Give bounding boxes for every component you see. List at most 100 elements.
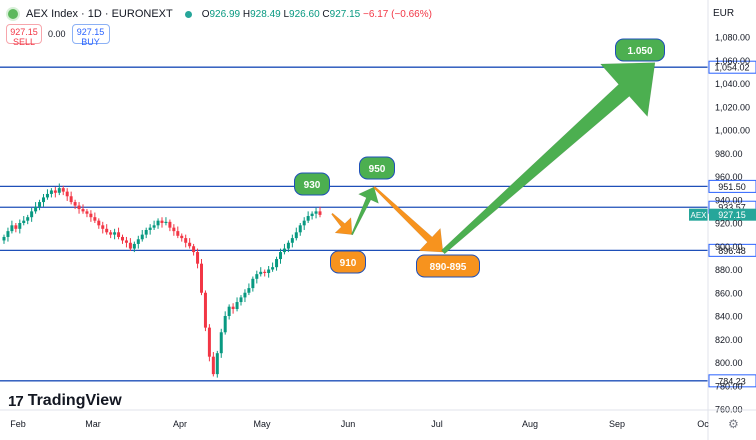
callouts: 930 910 950 890-895 1.050 bbox=[294, 38, 665, 278]
time-tick-label: Oc bbox=[697, 419, 709, 429]
candle-body bbox=[65, 191, 69, 197]
symbol-title[interactable]: AEX Index · 1D · EURONEXT bbox=[26, 8, 173, 20]
level-label: 896.48 bbox=[718, 246, 746, 256]
candle-body bbox=[26, 217, 30, 221]
callout-label: 890-895 bbox=[430, 262, 467, 273]
candle-body bbox=[101, 225, 105, 229]
callout-orange: 890-895 bbox=[416, 254, 480, 278]
candle-body bbox=[10, 225, 14, 232]
candle-body bbox=[38, 202, 42, 207]
candle-body bbox=[279, 252, 282, 260]
candle-body bbox=[231, 306, 235, 310]
projection-arrow bbox=[331, 212, 353, 235]
candle-body bbox=[219, 332, 223, 354]
buy-button[interactable]: 927.15 BUY bbox=[71, 24, 110, 47]
candle-body bbox=[302, 220, 306, 226]
price-tick-label: 980.00 bbox=[715, 149, 743, 159]
last-price-box bbox=[709, 208, 756, 221]
candle-body bbox=[117, 232, 121, 237]
price-tick-label: 1,040.00 bbox=[715, 79, 750, 89]
level-label-box bbox=[708, 60, 756, 74]
price-tick-label: 860.00 bbox=[715, 288, 743, 298]
candle-body bbox=[211, 356, 215, 375]
candle-body bbox=[89, 213, 93, 218]
candle-body bbox=[22, 220, 26, 223]
candle-body bbox=[128, 242, 132, 249]
last-price-label: 927.15 bbox=[718, 210, 746, 220]
price-tick-label: 840.00 bbox=[715, 312, 743, 322]
change-value: −6.17 (−0.66%) bbox=[363, 8, 432, 20]
candle-body bbox=[164, 221, 168, 223]
projection-arrow bbox=[372, 185, 444, 253]
callout-bubble bbox=[294, 172, 330, 196]
candle-body bbox=[109, 232, 113, 235]
candle-body bbox=[34, 206, 38, 212]
price-tick-label: 820.00 bbox=[715, 335, 743, 345]
candle-body bbox=[140, 234, 144, 240]
candle-body bbox=[152, 225, 156, 228]
candle-body bbox=[294, 232, 298, 239]
candle-body bbox=[251, 278, 255, 289]
price-tick-label: 780.00 bbox=[715, 381, 743, 391]
candle-body bbox=[6, 231, 10, 237]
candle-body bbox=[243, 292, 247, 298]
candle-body bbox=[306, 216, 310, 221]
candle-body bbox=[239, 297, 243, 303]
candle-body bbox=[176, 231, 180, 236]
candle-body bbox=[267, 269, 271, 273]
candle-body bbox=[314, 211, 318, 214]
time-axis: Feb Mar Apr May Jun Jul Aug Sep Oc bbox=[0, 409, 756, 429]
callout-green: 1.050 bbox=[615, 38, 665, 62]
candle-body bbox=[53, 190, 57, 193]
settings-gear-icon[interactable]: ⚙ bbox=[728, 417, 739, 431]
candle-body bbox=[69, 196, 73, 203]
candle-body bbox=[105, 228, 109, 233]
candle-body bbox=[113, 232, 117, 235]
candle-body bbox=[184, 238, 188, 243]
candle-body bbox=[180, 235, 184, 239]
level-label: 784.23 bbox=[718, 376, 746, 386]
candle-body bbox=[290, 238, 294, 243]
time-tick-label: Sep bbox=[609, 419, 625, 429]
candle-body bbox=[215, 353, 219, 375]
price-tick-label: 800.00 bbox=[715, 358, 743, 368]
time-tick-label: Jun bbox=[341, 419, 356, 429]
candle-body bbox=[156, 220, 160, 226]
callout-bubble bbox=[416, 254, 480, 278]
candle-body bbox=[42, 197, 45, 203]
price-tick-label: 880.00 bbox=[715, 265, 743, 275]
symbol-logo-icon[interactable] bbox=[6, 7, 20, 21]
price-tick-label: 1,000.00 bbox=[715, 126, 750, 136]
candle-body bbox=[275, 259, 279, 268]
time-tick-label: Jul bbox=[431, 419, 443, 429]
tradingview-logo[interactable]: 17 TradingView bbox=[8, 392, 122, 410]
candle-body bbox=[282, 248, 286, 253]
candle-body bbox=[188, 242, 192, 247]
projection-arrows bbox=[331, 62, 656, 255]
level-label-box bbox=[708, 179, 756, 193]
price-tick-label: 960.00 bbox=[715, 172, 743, 182]
market-status-icon[interactable] bbox=[184, 10, 192, 18]
callout-bubble bbox=[359, 156, 395, 180]
candle-body bbox=[168, 221, 172, 228]
price-tick-label: 920.00 bbox=[715, 219, 743, 229]
candle-body bbox=[121, 236, 124, 241]
last-price-ticker: AEX bbox=[690, 211, 707, 220]
candle-body bbox=[271, 267, 275, 270]
sell-button[interactable]: 927.15 SELL bbox=[6, 24, 42, 47]
candle-body bbox=[310, 213, 314, 217]
projection-arrow bbox=[350, 186, 379, 236]
price-tick-label: 1,080.00 bbox=[715, 33, 750, 43]
projection-arrow bbox=[441, 62, 656, 255]
candle-body bbox=[144, 229, 148, 235]
candle-body bbox=[18, 223, 22, 229]
candle-body bbox=[192, 246, 196, 253]
callout-green: 930 bbox=[294, 172, 330, 196]
currency-label[interactable]: EUR bbox=[713, 8, 735, 19]
candle-body bbox=[49, 190, 53, 194]
candle-body bbox=[200, 263, 203, 293]
callout-bubble bbox=[615, 38, 665, 62]
callout-orange: 910 bbox=[330, 250, 366, 274]
candle-body bbox=[247, 288, 251, 293]
